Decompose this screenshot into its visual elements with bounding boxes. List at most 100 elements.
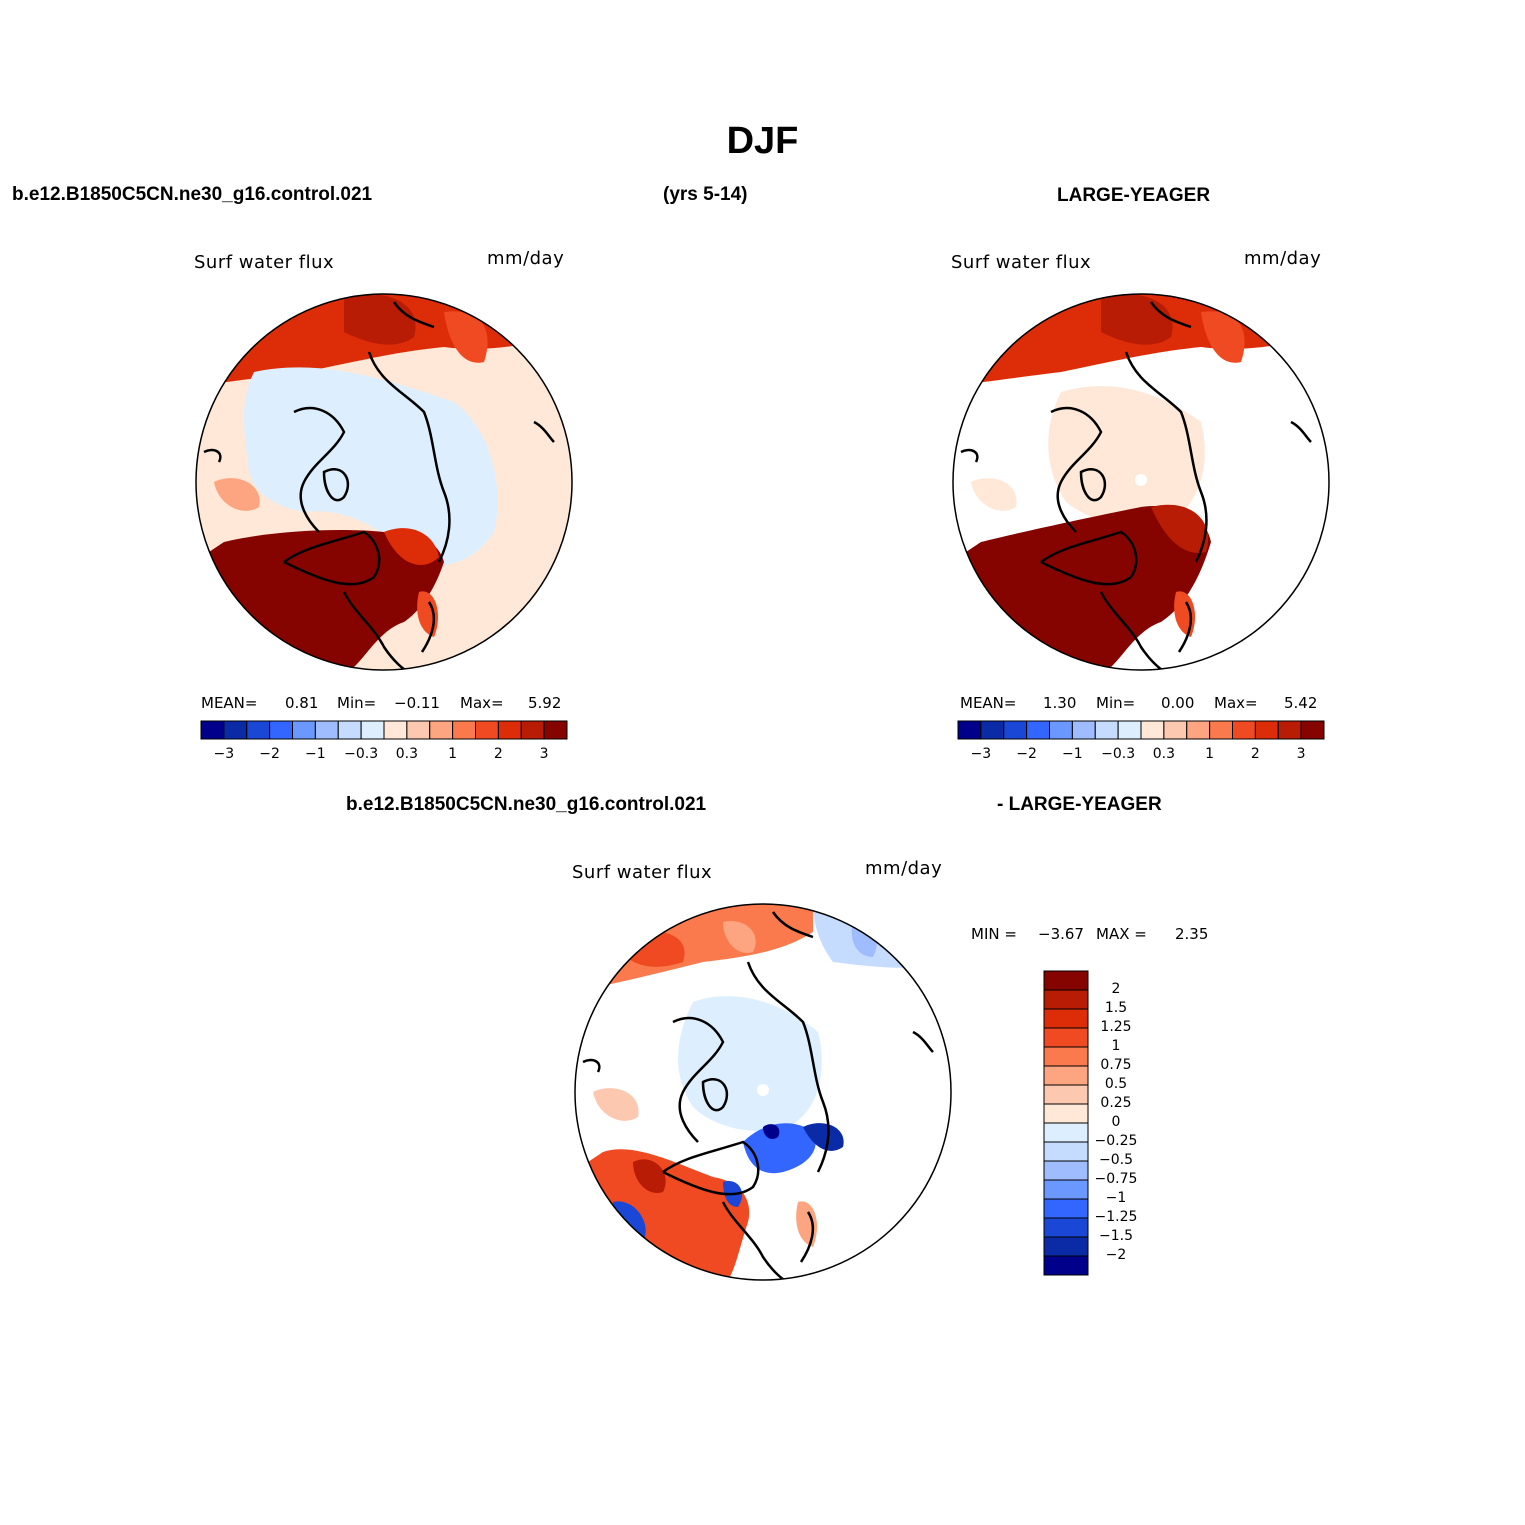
colorbar-tick-label: 0.5 [1104,1076,1128,1092]
colorbar-swatch [223,720,248,740]
colorbar-tick-label: −0.75 [1094,1171,1138,1187]
colorbar-tick-label: 0.3 [1152,746,1176,762]
colorbar-tick-label: −1.25 [1094,1209,1138,1225]
colorbar-tick-label: −3 [213,746,235,762]
colorbar-tick-label: −0.25 [1094,1133,1138,1149]
colorbar-swatch [429,720,454,740]
panel1-min-value: −0.11 [394,694,440,712]
panel2-colorbar [957,720,1325,740]
panel3-min-label: MIN = [971,925,1017,943]
colorbar-swatch [980,720,1005,740]
colorbar-tick-label: 1.25 [1100,1019,1132,1035]
colorbar-tick-label: 1 [1111,1038,1121,1054]
colorbar-swatch [1043,970,1089,991]
panel1-variable-title: Surf water flux [194,252,335,273]
colorbar-swatch [1043,1198,1089,1219]
colorbar-tick-label: 1 [1205,746,1215,762]
panel2-units: mm/day [1244,248,1322,269]
panel3-max-value: 2.35 [1175,925,1209,943]
colorbar-swatch [406,720,431,740]
colorbar-swatch [1043,1217,1089,1238]
panel3-max-label: MAX = [1096,925,1147,943]
colorbar-swatch [1043,1160,1089,1181]
colorbar-tick-label: 1 [448,746,458,762]
panel1-max-label: Max= [460,694,504,712]
colorbar-swatch [1094,720,1119,740]
colorbar-tick-label: −2 [1105,1247,1127,1263]
colorbar-tick-label: −2 [259,746,280,762]
colorbar-swatch [1071,720,1096,740]
colorbar-tick-label: −2 [1016,746,1037,762]
panel1-mean-label: MEAN= [201,694,258,712]
colorbar-swatch [1026,720,1050,740]
colorbar-swatch [957,720,982,740]
colorbar-swatch [497,720,522,740]
colorbar-tick-label: 0.3 [395,746,419,762]
colorbar-swatch [1277,720,1302,740]
colorbar-tick-label: −1 [1062,746,1083,762]
colorbar-swatch [200,720,225,740]
colorbar-tick-label: −1.5 [1099,1228,1133,1244]
panel3-min-value: −3.67 [1038,925,1084,943]
panel3-colorbar [1043,970,1089,1276]
panel1-polar-map [195,293,573,671]
colorbar-tick-label: −0.3 [1101,746,1136,762]
colorbar-swatch [1209,720,1233,740]
colorbar-tick-label: 2 [1250,746,1260,762]
panel2-mean-value: 1.30 [1043,694,1077,712]
diff-case-label-b: - LARGE-YEAGER [997,794,1162,815]
panel2-min-label: Min= [1096,694,1136,712]
years-label: (yrs 5-14) [663,184,748,205]
colorbar-swatch [1043,1122,1089,1143]
colorbar-swatch [1043,1141,1089,1162]
colorbar-swatch [1043,1008,1089,1029]
panel3-units: mm/day [865,858,943,879]
colorbar-swatch [1140,720,1165,740]
colorbar-swatch [1163,720,1188,740]
colorbar-swatch [1043,1179,1089,1200]
panel2-max-label: Max= [1214,694,1258,712]
colorbar-tick-label: 0.75 [1100,1057,1132,1073]
diff-case-label-a: b.e12.B1850C5CN.ne30_g16.control.021 [346,794,707,815]
colorbar-tick-label: −0.3 [344,746,379,762]
colorbar-swatch [1254,720,1279,740]
panel1-min-label: Min= [337,694,377,712]
colorbar-swatch [475,720,499,740]
panel1-max-value: 5.92 [528,694,562,712]
colorbar-tick-label: 2 [1111,981,1121,997]
panel1-colorbar [200,720,568,740]
panel1-mean-value: 0.81 [285,694,319,712]
case-label-left: b.e12.B1850C5CN.ne30_g16.control.021 [12,184,373,205]
colorbar-swatch [269,720,293,740]
panel3-variable-title: Surf water flux [572,862,713,883]
colorbar-tick-label: 2 [493,746,503,762]
colorbar-swatch [1043,1027,1089,1048]
colorbar-tick-label: 3 [539,746,549,762]
colorbar-swatch [1043,1065,1089,1086]
colorbar-tick-label: 0 [1111,1114,1121,1130]
panel2-variable-title: Surf water flux [951,252,1092,273]
colorbar-swatch [1186,720,1211,740]
colorbar-swatch [383,720,408,740]
colorbar-tick-label: −1 [1105,1190,1127,1206]
colorbar-swatch [1232,720,1256,740]
colorbar-swatch [246,720,271,740]
colorbar-swatch [543,720,568,740]
page-title: DJF [726,120,799,162]
colorbar-swatch [314,720,339,740]
panel2-max-value: 5.42 [1284,694,1318,712]
colorbar-swatch [360,720,385,740]
colorbar-swatch [1043,1255,1089,1276]
colorbar-swatch [1043,989,1089,1010]
panel2-mean-label: MEAN= [960,694,1017,712]
colorbar-tick-label: 3 [1296,746,1306,762]
colorbar-swatch [1003,720,1028,740]
panel2-polar-map [952,293,1330,671]
colorbar-tick-label: 0.25 [1100,1095,1132,1111]
colorbar-swatch [292,720,316,740]
colorbar-swatch [1300,720,1325,740]
colorbar-swatch [1043,1103,1089,1124]
colorbar-swatch [1043,1046,1089,1067]
colorbar-tick-label: −1 [305,746,326,762]
colorbar-tick-label: 1.5 [1104,1000,1128,1016]
